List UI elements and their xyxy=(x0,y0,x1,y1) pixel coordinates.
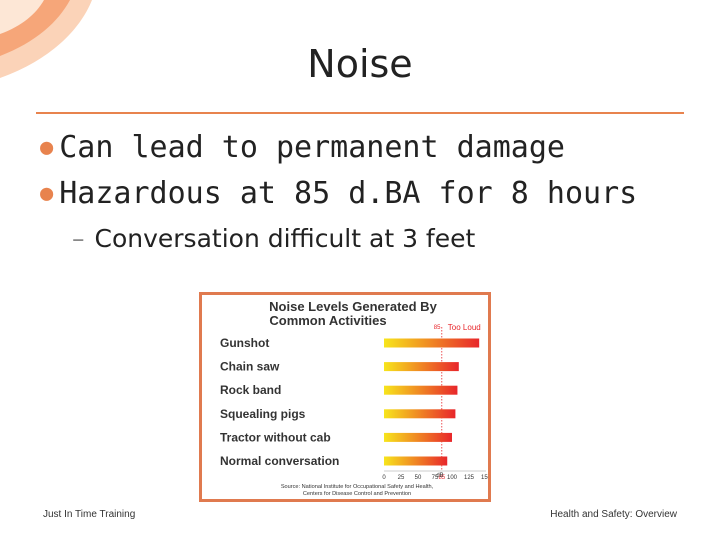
dash-icon: – xyxy=(72,224,85,253)
x-tick-label: 150 xyxy=(481,475,488,481)
bullet-item: ● Hazardous at 85 d.BA for 8 hours xyxy=(40,176,637,211)
chart-title: Noise Levels Generated By xyxy=(269,299,437,314)
x-tick-label: 125 xyxy=(464,475,475,481)
category-label: Gunshot xyxy=(220,336,269,350)
bar xyxy=(384,432,452,442)
title-divider xyxy=(36,112,684,114)
chart-svg: Noise Levels Generated By Common Activit… xyxy=(220,299,492,497)
sub-bullet-item: – Conversation difficult at 3 feet xyxy=(72,224,475,253)
x-tick-label: 50 xyxy=(415,475,422,481)
category-label: Rock band xyxy=(220,383,281,397)
x-tick-label: 100 xyxy=(447,475,458,481)
chart-source: Source: National Institute for Occupatio… xyxy=(281,484,434,490)
category-label: Squealing pigs xyxy=(220,407,306,421)
bar xyxy=(384,338,480,348)
bullet-text: Hazardous at 85 d.BA for 8 hours xyxy=(59,176,638,211)
slide-title: Noise xyxy=(307,42,413,86)
bullet-text: Can lead to permanent damage xyxy=(59,130,565,165)
bar xyxy=(384,385,458,395)
x-tick-label: 25 xyxy=(398,475,405,481)
footer-left: Just In Time Training xyxy=(43,509,136,520)
bullet-dot-icon: ● xyxy=(40,181,54,206)
bullet-item: ● Can lead to permanent damage xyxy=(40,130,565,165)
bar xyxy=(384,456,448,466)
bar xyxy=(384,362,459,372)
bar xyxy=(384,409,456,419)
threshold-label: 85 xyxy=(434,325,441,331)
noise-chart: Noise Levels Generated By Common Activit… xyxy=(199,292,492,502)
x-axis-label: dB xyxy=(436,473,443,479)
x-tick-label: 0 xyxy=(382,475,386,481)
x-tick-label: 85 xyxy=(438,475,445,481)
sub-bullet-text: Conversation difficult at 3 feet xyxy=(94,224,476,253)
corner-decoration xyxy=(0,0,92,78)
category-label: Tractor without cab xyxy=(220,430,331,444)
threshold-text: Too Loud xyxy=(448,323,481,332)
footer-right: Health and Safety: Overview xyxy=(550,509,677,520)
category-label: Normal conversation xyxy=(220,454,339,468)
bullet-dot-icon: ● xyxy=(40,135,54,160)
chart-source-line2: Centers for Disease Control and Preventi… xyxy=(303,491,411,497)
chart-subtitle: Common Activities xyxy=(269,313,386,328)
category-label: Chain saw xyxy=(220,360,280,374)
x-tick-label: 75 xyxy=(432,475,439,481)
